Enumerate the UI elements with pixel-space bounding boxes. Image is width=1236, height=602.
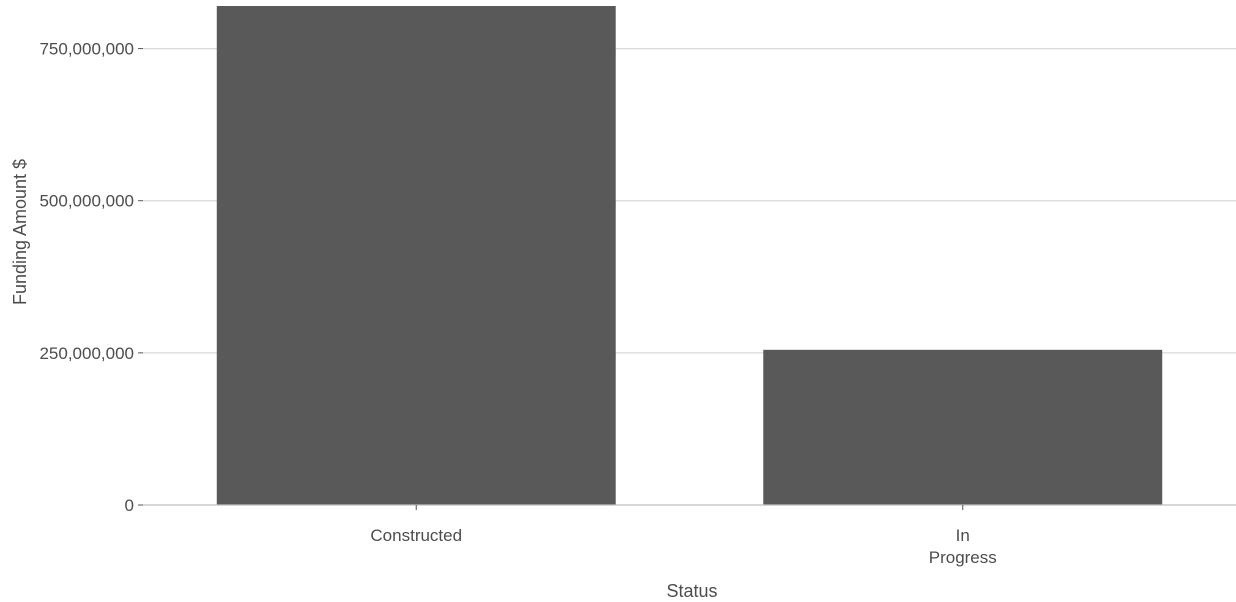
x-tick-label: In Progress [929,526,997,567]
x-axis-title: Status [666,581,717,601]
y-tick-label: 0 [125,496,134,515]
y-tick-label: 750,000,000 [39,40,134,59]
bar-in-progress [763,349,1163,505]
y-tick-label: 500,000,000 [39,192,134,211]
x-tick-label: Constructed [370,526,462,545]
axes: 0 250,000,000 500,000,000 750,000,000 Constr… [39,40,1236,567]
y-tick-label: 250,000,000 [39,344,134,363]
y-axis-title: Funding Amount $ [10,159,30,305]
bar-constructed [216,6,616,505]
bars [216,6,1163,505]
